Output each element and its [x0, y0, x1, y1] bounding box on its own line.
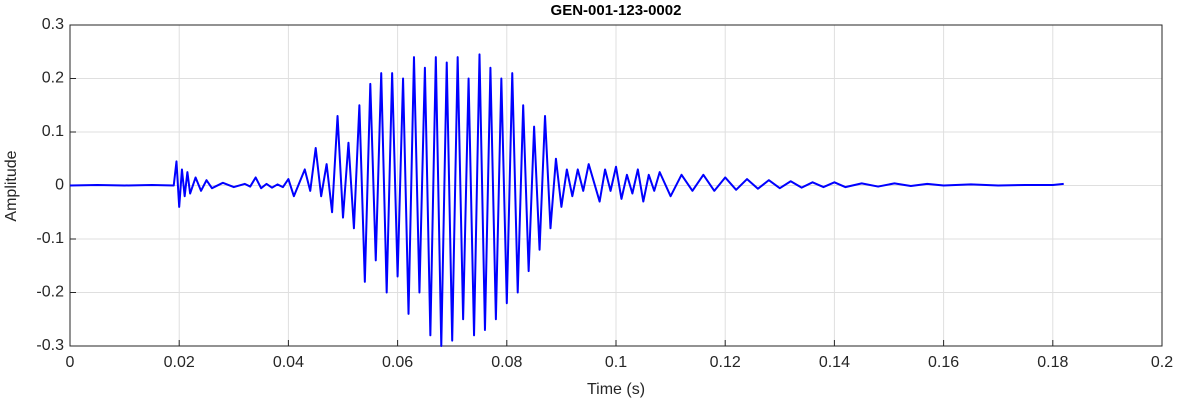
x-tick-label: 0.14: [819, 354, 850, 371]
x-tick-label: 0.06: [382, 354, 413, 371]
x-tick-label: 0.16: [928, 354, 959, 371]
x-tick-label: 0.08: [491, 354, 522, 371]
y-tick-label: -0.3: [36, 337, 64, 354]
chart-title: GEN-001-123-0002: [551, 2, 682, 19]
y-tick-label: -0.2: [36, 284, 64, 301]
x-tick-label: 0.02: [164, 354, 195, 371]
x-tick-label: 0.2: [1151, 354, 1173, 371]
y-tick-label: 0.1: [42, 123, 64, 140]
x-axis-label: Time (s): [587, 381, 645, 398]
y-tick-label: 0.2: [42, 70, 64, 87]
x-tick-label: 0.12: [710, 354, 741, 371]
y-tick-label: 0: [55, 177, 64, 194]
x-tick-label: 0.04: [273, 354, 304, 371]
y-axis-label: Amplitude: [3, 150, 20, 221]
waveform-line: [69, 53, 1064, 347]
y-tick-label: 0.3: [42, 16, 64, 33]
x-tick-label: 0: [66, 354, 75, 371]
x-tick-label: 0.1: [605, 354, 627, 371]
y-tick-label: -0.1: [36, 230, 64, 247]
x-tick-label: 0.18: [1037, 354, 1068, 371]
